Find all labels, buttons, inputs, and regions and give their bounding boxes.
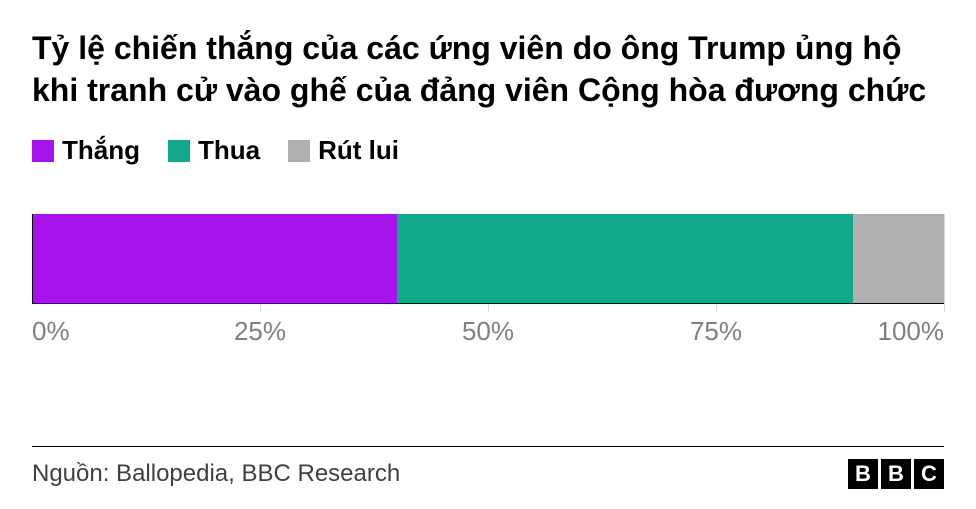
tick-label: 0% bbox=[32, 316, 70, 347]
legend-swatch bbox=[168, 140, 190, 162]
bar-segment-thắng bbox=[33, 214, 397, 303]
legend-item: Thua bbox=[168, 135, 260, 166]
legend-label: Thắng bbox=[62, 135, 140, 166]
bar-segment-rút lui bbox=[853, 214, 944, 303]
stacked-bar bbox=[32, 214, 944, 304]
legend: Thắng Thua Rút lui bbox=[32, 135, 944, 166]
legend-label: Thua bbox=[198, 135, 260, 166]
footer: Nguồn: Ballopedia, BBC Research BBC bbox=[32, 459, 944, 489]
x-axis: 0% 25% 50% 75% 100% bbox=[32, 316, 944, 346]
bbc-logo-letter: C bbox=[914, 459, 944, 489]
bar-segment-thua bbox=[397, 214, 853, 303]
bbc-logo-letter: B bbox=[848, 459, 878, 489]
tick-label: 75% bbox=[690, 316, 742, 347]
bbc-logo-letter: B bbox=[881, 459, 911, 489]
legend-item: Thắng bbox=[32, 135, 140, 166]
chart-title: Tỷ lệ chiến thắng của các ứng viên do ôn… bbox=[32, 28, 944, 111]
tick-label: 25% bbox=[234, 316, 286, 347]
tick-label: 100% bbox=[878, 316, 945, 347]
chart-area: 0% 25% 50% 75% 100% bbox=[32, 206, 944, 346]
legend-label: Rút lui bbox=[318, 135, 399, 166]
legend-item: Rút lui bbox=[288, 135, 399, 166]
bbc-logo: BBC bbox=[848, 459, 944, 489]
footer-rule bbox=[32, 446, 944, 447]
legend-swatch bbox=[32, 140, 54, 162]
legend-swatch bbox=[288, 140, 310, 162]
source-text: Nguồn: Ballopedia, BBC Research bbox=[32, 460, 400, 488]
tick-label: 50% bbox=[462, 316, 514, 347]
grid-line bbox=[944, 214, 945, 312]
